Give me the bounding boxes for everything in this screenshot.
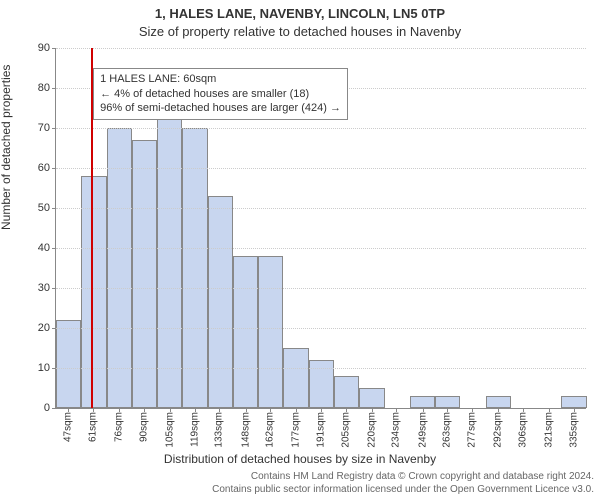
histogram-bar	[208, 196, 233, 408]
y-tick-label: 40	[38, 242, 50, 254]
y-tick-mark	[52, 328, 56, 329]
y-axis-label: Number of detached properties	[0, 65, 13, 230]
x-tick-label: 162sqm	[265, 412, 276, 448]
x-tick-label: 263sqm	[442, 412, 453, 448]
x-tick-label: 119sqm	[189, 412, 200, 447]
histogram-bar	[258, 256, 283, 408]
histogram-bar	[410, 396, 435, 408]
histogram-bar	[486, 396, 511, 408]
x-tick-label: 321sqm	[544, 412, 555, 448]
x-tick-label: 220sqm	[366, 412, 377, 448]
grid-line	[56, 288, 586, 289]
histogram-bar	[435, 396, 460, 408]
histogram-bar	[81, 176, 106, 408]
x-tick-label: 191sqm	[316, 412, 327, 448]
y-tick-label: 60	[38, 162, 50, 174]
y-tick-mark	[52, 128, 56, 129]
x-axis-label: Distribution of detached houses by size …	[0, 452, 600, 466]
y-tick-label: 90	[38, 42, 50, 54]
y-tick-mark	[52, 408, 56, 409]
x-tick-label: 61sqm	[87, 412, 98, 442]
x-tick-label: 76sqm	[114, 412, 125, 442]
x-tick-label: 47sqm	[63, 412, 74, 442]
y-tick-label: 50	[38, 202, 50, 214]
histogram-bar	[561, 396, 586, 408]
grid-line	[56, 48, 586, 49]
y-tick-mark	[52, 208, 56, 209]
grid-line	[56, 248, 586, 249]
grid-line	[56, 128, 586, 129]
histogram-bar	[107, 128, 132, 408]
plot-area: 010203040506070809047sqm61sqm76sqm90sqm1…	[55, 48, 586, 409]
x-tick-label: 90sqm	[138, 412, 149, 442]
grid-line	[56, 328, 586, 329]
y-tick-label: 0	[44, 402, 50, 414]
y-tick-label: 10	[38, 362, 50, 374]
x-tick-label: 277sqm	[466, 412, 477, 448]
grid-line	[56, 208, 586, 209]
footer-attribution: Contains HM Land Registry data © Crown c…	[0, 471, 594, 496]
x-tick-label: 177sqm	[291, 412, 302, 448]
histogram-bar	[334, 376, 359, 408]
chart-title-line2: Size of property relative to detached ho…	[0, 24, 600, 39]
y-tick-mark	[52, 88, 56, 89]
histogram-bar	[157, 108, 182, 408]
annotation-box: 1 HALES LANE: 60sqm ← 4% of detached hou…	[93, 68, 348, 121]
histogram-bar	[359, 388, 384, 408]
x-tick-label: 205sqm	[340, 412, 351, 448]
y-tick-mark	[52, 168, 56, 169]
grid-line	[56, 168, 586, 169]
x-tick-label: 133sqm	[214, 412, 225, 448]
histogram-bar	[233, 256, 258, 408]
y-tick-mark	[52, 288, 56, 289]
grid-line	[56, 368, 586, 369]
y-tick-mark	[52, 248, 56, 249]
chart-title-line1: 1, HALES LANE, NAVENBY, LINCOLN, LN5 0TP	[0, 6, 600, 21]
y-tick-mark	[52, 368, 56, 369]
x-tick-label: 249sqm	[417, 412, 428, 448]
chart-container: 1, HALES LANE, NAVENBY, LINCOLN, LN5 0TP…	[0, 0, 600, 500]
x-tick-label: 148sqm	[240, 412, 251, 448]
histogram-bar	[283, 348, 308, 408]
y-tick-label: 80	[38, 82, 50, 94]
y-tick-mark	[52, 48, 56, 49]
y-tick-label: 30	[38, 282, 50, 294]
x-tick-label: 105sqm	[165, 412, 176, 448]
x-tick-label: 292sqm	[493, 412, 504, 448]
histogram-bar	[56, 320, 81, 408]
y-tick-label: 20	[38, 322, 50, 334]
x-tick-label: 306sqm	[517, 412, 528, 448]
x-tick-label: 234sqm	[391, 412, 402, 448]
x-tick-label: 335sqm	[568, 412, 579, 448]
histogram-bar	[182, 128, 207, 408]
y-tick-label: 70	[38, 122, 50, 134]
